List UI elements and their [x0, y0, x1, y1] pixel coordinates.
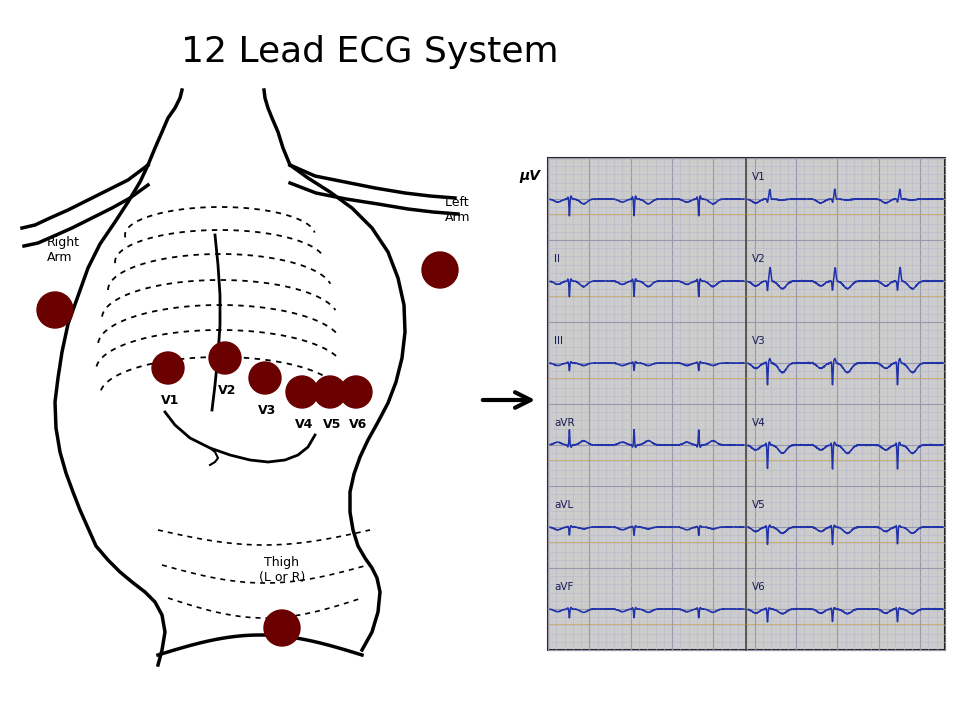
Circle shape [249, 362, 281, 394]
Text: V1: V1 [752, 172, 766, 182]
Text: III: III [554, 336, 563, 346]
Text: Thigh
(L or R): Thigh (L or R) [259, 556, 305, 584]
Text: V4: V4 [295, 418, 313, 431]
Text: V2: V2 [752, 254, 766, 264]
Bar [548, 158, 945, 650]
Text: V1: V1 [161, 394, 180, 407]
Circle shape [264, 610, 300, 646]
Text: aVR: aVR [554, 418, 575, 428]
Circle shape [314, 376, 346, 408]
Text: aVF: aVF [554, 582, 573, 592]
Text: V4: V4 [752, 418, 766, 428]
Text: aVL: aVL [554, 500, 573, 510]
Text: Right
Arm: Right Arm [47, 236, 80, 264]
Circle shape [209, 342, 241, 374]
Text: II: II [554, 254, 560, 264]
Text: V3: V3 [258, 404, 276, 417]
Circle shape [37, 292, 73, 328]
Text: V2: V2 [218, 384, 236, 397]
Circle shape [422, 252, 458, 288]
Text: V6: V6 [752, 582, 766, 592]
Text: Left 
Arm: Left Arm [445, 196, 472, 224]
Circle shape [152, 352, 184, 384]
Text: V3: V3 [752, 336, 766, 346]
Text: 12 Lead ECG System: 12 Lead ECG System [181, 35, 559, 69]
Text: μV: μV [519, 169, 540, 183]
Text: V6: V6 [348, 418, 367, 431]
Circle shape [286, 376, 318, 408]
Text: V5: V5 [752, 500, 766, 510]
Text: V5: V5 [323, 418, 341, 431]
Circle shape [340, 376, 372, 408]
